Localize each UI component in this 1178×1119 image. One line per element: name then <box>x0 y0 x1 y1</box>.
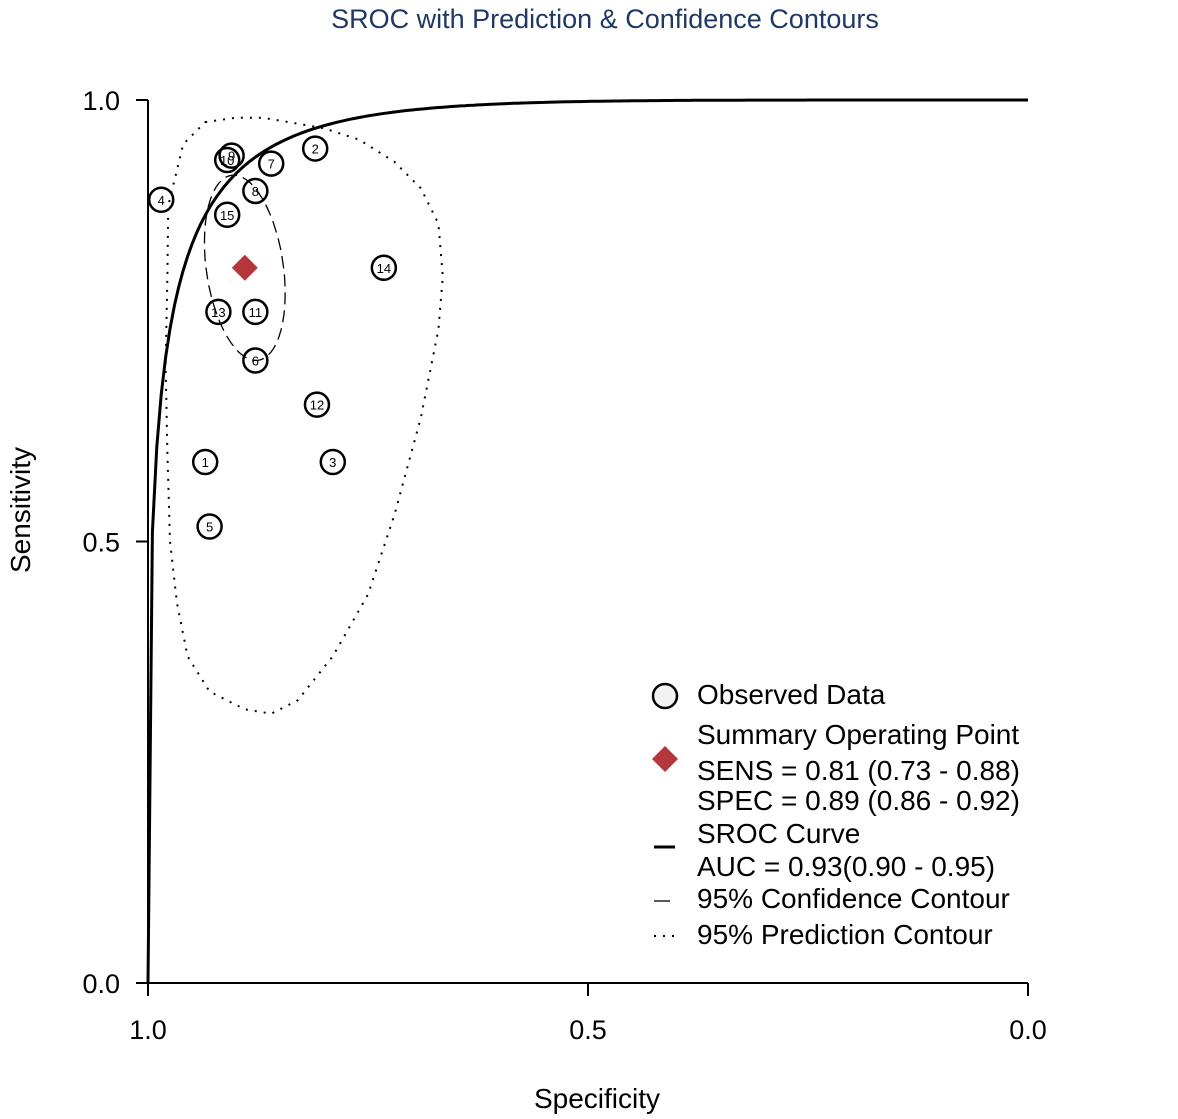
observed-point-label: 10 <box>220 153 234 168</box>
observed-point-marker <box>213 146 241 174</box>
observed-point-marker <box>242 347 269 374</box>
observed-point-label: 13 <box>211 305 225 320</box>
observed-point-marker <box>242 177 269 205</box>
sroc-curve <box>146 98 1028 984</box>
chart-title: SROC with Prediction & Confidence Contou… <box>331 4 879 34</box>
x-ticks: 1.0 0.5 0.0 <box>129 983 1047 1045</box>
observed-point-label: 4 <box>158 193 165 208</box>
y-tick-label: 0.0 <box>82 969 120 999</box>
observed-point: 6 <box>242 347 269 374</box>
x-tick-label: 1.0 <box>129 1015 167 1045</box>
observed-point-label: 6 <box>252 353 259 368</box>
observed-point-marker <box>213 201 241 229</box>
legend-prediction-label: 95% Prediction Contour <box>697 919 993 950</box>
observed-point: 14 <box>370 254 398 282</box>
observed-point-label: 2 <box>312 142 319 157</box>
legend: Observed Data Summary Operating Point SE… <box>651 679 1020 950</box>
observed-point-marker <box>242 298 269 326</box>
y-tick-label: 0.5 <box>82 528 120 558</box>
observed-point: 13 <box>205 298 232 326</box>
observed-point: 12 <box>303 391 331 418</box>
y-axis-label: Sensitivity <box>5 447 36 573</box>
observed-point: 3 <box>319 448 347 476</box>
observed-point: 7 <box>257 150 285 177</box>
summary-point-marker <box>231 254 258 281</box>
legend-confidence-label: 95% Confidence Contour <box>697 883 1010 914</box>
legend-observed-label: Observed Data <box>697 679 886 710</box>
legend-summary-label: Summary Operating Point <box>697 719 1019 750</box>
observed-point-marker <box>147 186 175 214</box>
legend-observed-marker <box>651 682 679 710</box>
observed-point-marker <box>301 135 329 162</box>
observed-point: 10 <box>213 146 241 174</box>
summary-point-group <box>231 254 258 281</box>
observed-point-marker <box>370 254 398 282</box>
observed-point: 1 <box>191 448 219 476</box>
observed-point-marker <box>303 391 331 418</box>
y-tick-label: 1.0 <box>82 86 120 116</box>
observed-point-marker <box>205 298 232 326</box>
observed-point-label: 5 <box>206 519 213 534</box>
observed-point-label: 9 <box>228 149 235 164</box>
legend-auc-label: AUC = 0.93(0.90 - 0.95) <box>697 851 995 882</box>
observed-point: 11 <box>242 298 269 326</box>
observed-point: 8 <box>242 177 269 205</box>
x-tick-label: 0.0 <box>1009 1015 1047 1045</box>
y-ticks: 0.0 0.5 1.0 <box>82 86 148 999</box>
observed-point: 4 <box>147 186 175 214</box>
observed-point-label: 3 <box>329 455 336 470</box>
observed-point-marker <box>191 448 219 476</box>
observed-point-marker <box>319 448 347 476</box>
prediction-contour <box>164 116 444 715</box>
legend-sens-label: SENS = 0.81 (0.73 - 0.88) <box>697 755 1020 786</box>
confidence-contour <box>203 174 286 362</box>
observed-point-marker <box>257 150 285 177</box>
x-axis-label: Specificity <box>534 1083 660 1114</box>
observed-point: 5 <box>196 513 223 540</box>
observed-point: 9 <box>218 142 245 169</box>
legend-spec-label: SPEC = 0.89 (0.86 - 0.92) <box>697 785 1020 816</box>
legend-summary-marker <box>652 746 678 772</box>
observed-point: 2 <box>301 135 329 162</box>
observed-point-label: 11 <box>249 305 263 320</box>
observed-point-label: 8 <box>252 184 259 199</box>
observed-point-label: 1 <box>202 455 209 470</box>
observed-point-marker <box>218 142 245 169</box>
observed-point-label: 15 <box>220 208 234 223</box>
observed-point-label: 12 <box>310 398 324 413</box>
observed-point-marker <box>196 513 223 540</box>
legend-sroc-label: SROC Curve <box>697 818 860 849</box>
observed-point: 15 <box>213 201 241 229</box>
observed-point-label: 14 <box>377 261 391 276</box>
x-tick-label: 0.5 <box>569 1015 607 1045</box>
observed-point-label: 7 <box>268 157 275 172</box>
